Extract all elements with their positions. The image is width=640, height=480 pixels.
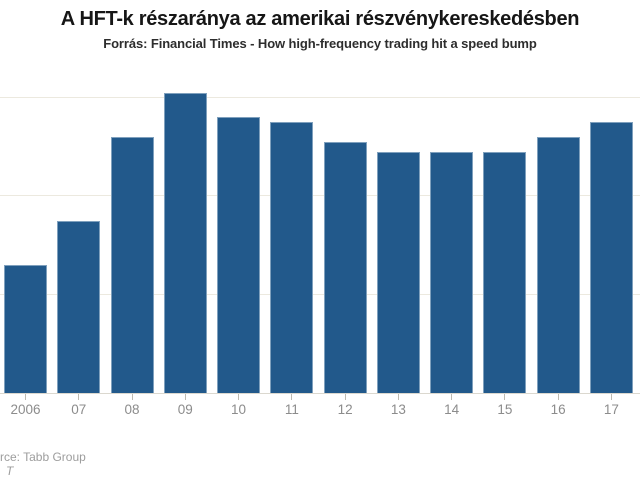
axis-tick xyxy=(184,394,186,400)
bar-12 xyxy=(323,142,367,393)
x-axis-line xyxy=(0,393,640,394)
source-note: rce: Tabb Group xyxy=(0,450,86,464)
gridline-20 xyxy=(0,294,640,295)
bar-17 xyxy=(589,122,633,393)
axis-tick xyxy=(291,394,293,400)
chart-subtitle: Forrás: Financial Times - How high-frequ… xyxy=(103,36,537,51)
bar-07 xyxy=(57,221,101,393)
axis-tick xyxy=(557,394,559,400)
x-axis-label: 16 xyxy=(550,402,566,417)
axis-tick xyxy=(451,394,453,400)
x-axis-cell-14: 14 xyxy=(430,394,473,417)
bar-10 xyxy=(217,117,261,393)
bar-series xyxy=(0,73,640,393)
x-axis-label: 11 xyxy=(284,402,299,417)
axis-tick xyxy=(397,394,399,400)
x-axis-cell-15: 15 xyxy=(483,394,526,417)
axis-tick xyxy=(610,394,612,400)
chart-header: A HFT-k részaránya az amerikai részvényk… xyxy=(0,0,640,51)
bar-13 xyxy=(376,152,420,393)
axis-tick xyxy=(238,394,240,400)
x-axis-cell-13: 13 xyxy=(377,394,420,417)
axis-tick xyxy=(25,394,26,400)
x-axis-cell-12: 12 xyxy=(324,394,367,417)
x-axis-label: 09 xyxy=(177,402,193,417)
gridline-60 xyxy=(0,97,640,98)
x-axis-cell-07: 07 xyxy=(57,394,100,417)
x-axis-cell-08: 08 xyxy=(111,394,154,417)
axis-tick xyxy=(504,394,506,400)
x-axis-label: 14 xyxy=(444,402,460,417)
x-axis-cell-09: 09 xyxy=(164,394,207,417)
x-axis-cell-2006: 2006 xyxy=(4,394,47,417)
x-axis-cell-10: 10 xyxy=(217,394,260,417)
x-axis-label: 10 xyxy=(231,402,247,417)
x-axis-label: 17 xyxy=(603,402,619,417)
x-axis-label: 15 xyxy=(497,402,513,417)
bar-11 xyxy=(270,122,314,393)
bar-2006 xyxy=(4,265,47,393)
x-axis-label: 08 xyxy=(124,402,140,417)
x-axis-label: 12 xyxy=(337,402,353,417)
bar-09 xyxy=(163,93,207,393)
credit-note: T xyxy=(6,464,14,478)
x-axis-cell-16: 16 xyxy=(537,394,580,417)
x-axis-label: 07 xyxy=(71,402,87,417)
axis-tick xyxy=(344,394,346,400)
bar-08 xyxy=(110,137,154,393)
x-axis-cell-17: 17 xyxy=(590,394,633,417)
plot-area xyxy=(0,73,640,393)
x-axis-label: 2006 xyxy=(10,402,41,417)
bar-16 xyxy=(536,137,580,393)
axis-tick xyxy=(78,394,80,400)
chart-title: A HFT-k részaránya az amerikai részvényk… xyxy=(60,8,580,30)
x-axis-label: 13 xyxy=(390,402,406,417)
bar-15 xyxy=(483,152,527,393)
x-axis: 2006 07 08 09 10 11 12 13 14 15 16 17 xyxy=(0,394,640,417)
bar-14 xyxy=(430,152,474,393)
gridline-40 xyxy=(0,195,640,196)
x-axis-cell-11: 11 xyxy=(270,394,313,417)
axis-tick xyxy=(131,394,133,400)
